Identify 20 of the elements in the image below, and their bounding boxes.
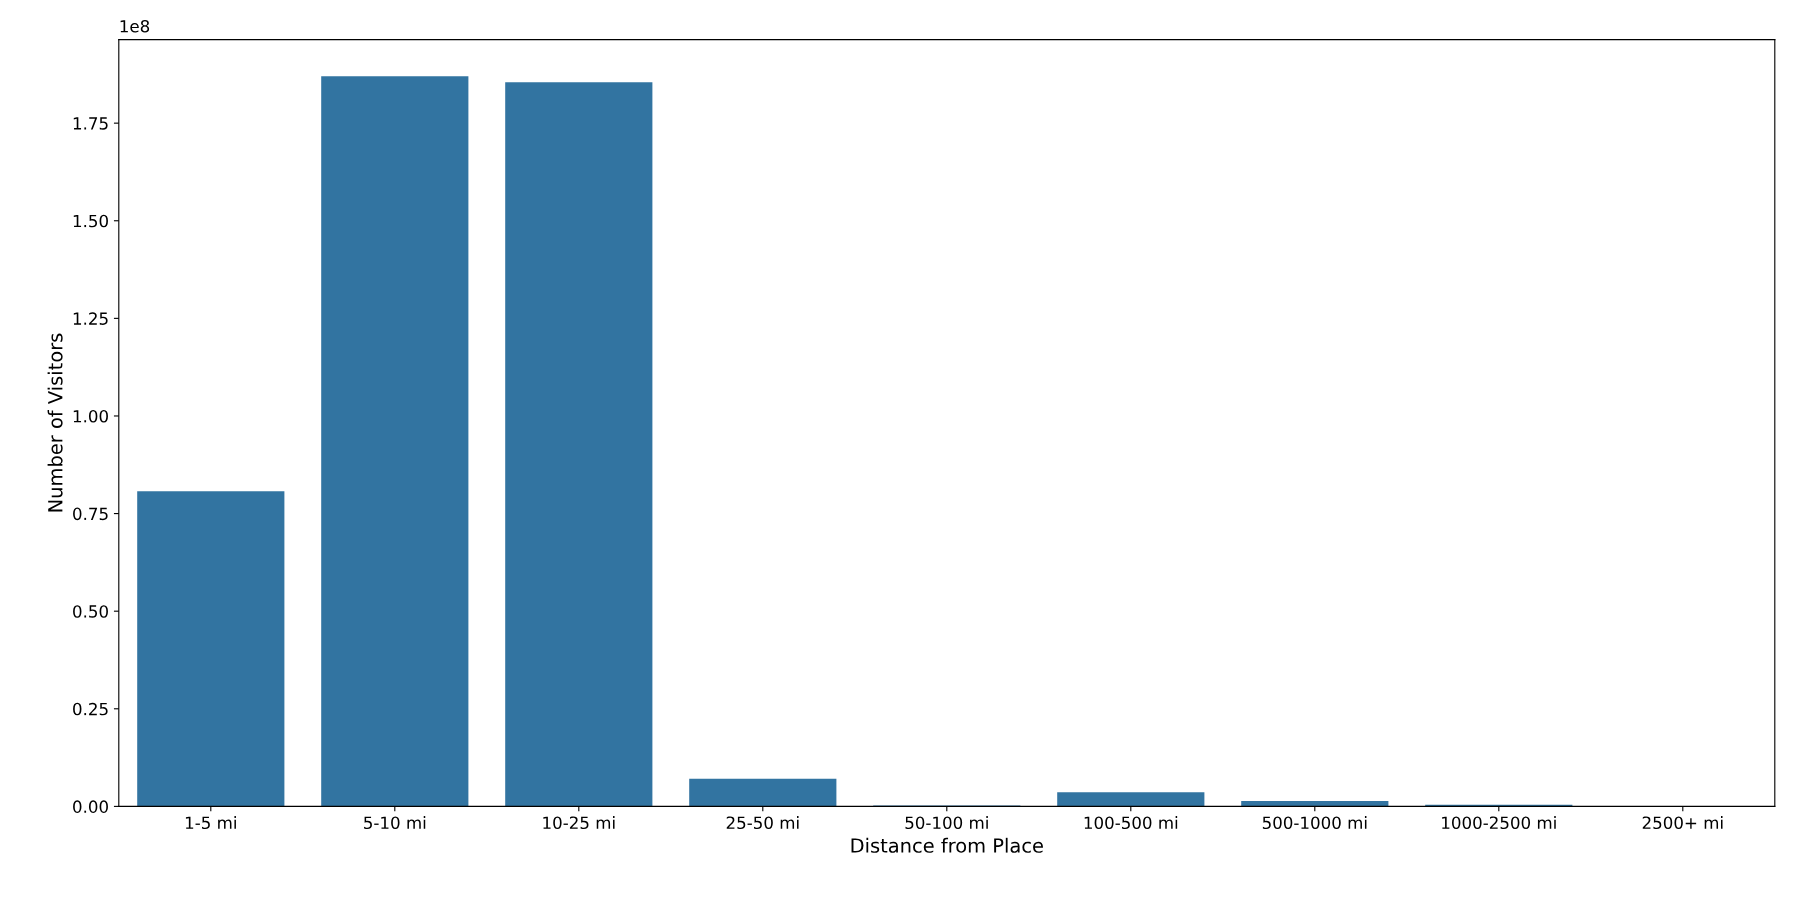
x-tick-label: 2500+ mi xyxy=(1642,816,1723,830)
y-tick-label: 1.50 xyxy=(73,214,108,228)
y-tick-label: 1.00 xyxy=(73,409,108,423)
x-tick-label: 500-1000 mi xyxy=(1262,816,1367,830)
x-tick-label: 5-10 mi xyxy=(364,816,426,830)
y-tick-label: 0.50 xyxy=(73,605,108,618)
x-axis-title: Distance from Place xyxy=(851,837,1043,853)
y-axis-title: Number of Visitors xyxy=(47,333,63,512)
y-tick-label: 1.25 xyxy=(73,312,108,325)
y-tick-label: 1.75 xyxy=(73,117,108,130)
x-tick-label: 25-50 mi xyxy=(726,816,799,830)
x-tick-label: 1-5 mi xyxy=(185,816,236,830)
x-tick-label: 10-25 mi xyxy=(543,816,615,830)
y-tick-label: 0.00 xyxy=(73,800,108,813)
y-tick-label: 0.75 xyxy=(73,507,108,521)
y-tick-label: 0.25 xyxy=(73,702,108,716)
text: 1e8 xyxy=(120,19,150,33)
x-tick-label: 100-500 mi xyxy=(1084,816,1178,830)
x-tick-label: 50-100 mi xyxy=(905,816,988,830)
x-tick-label: 1000-2500 mi xyxy=(1442,816,1556,830)
